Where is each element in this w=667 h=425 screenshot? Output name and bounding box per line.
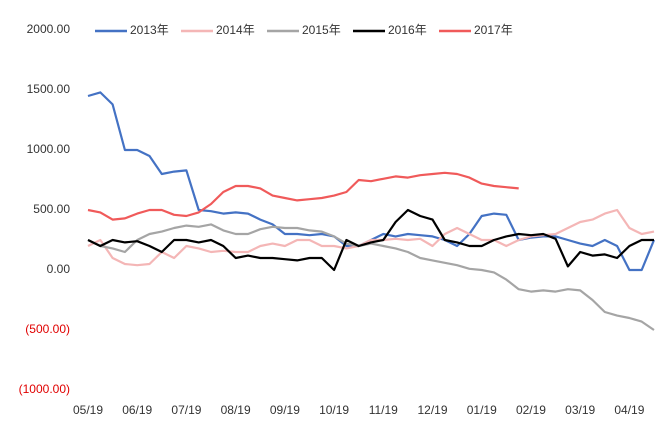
legend-label: 2015年: [302, 23, 341, 37]
y-tick-label: 0.00: [47, 262, 71, 276]
x-tick-label: 03/19: [565, 403, 595, 417]
x-tick-label: 10/19: [319, 403, 349, 417]
x-tick-label: 02/19: [516, 403, 546, 417]
legend-label: 2017年: [474, 23, 513, 37]
y-tick-label: 1500.00: [27, 82, 71, 96]
series-line: [87, 208, 654, 272]
legend-label: 2014年: [216, 23, 255, 37]
x-tick-label: 08/19: [221, 403, 251, 417]
x-tick-label: 07/19: [171, 403, 201, 417]
y-tick-label: 1000.00: [27, 142, 71, 156]
legend-label: 2016年: [388, 23, 427, 37]
y-tick-label: (1000.00): [19, 382, 70, 396]
x-tick-label: 01/19: [467, 403, 497, 417]
x-tick-label: 11/19: [369, 403, 398, 417]
series-line: [87, 208, 655, 267]
legend-label: 2013年: [130, 23, 169, 37]
y-tick-label: 500.00: [33, 202, 70, 216]
series-line: [87, 171, 519, 221]
x-tick-label: 06/19: [122, 403, 152, 417]
x-tick-label: 09/19: [270, 403, 300, 417]
y-tick-label: (500.00): [25, 322, 70, 336]
series-line: [87, 223, 655, 331]
x-tick-label: 04/19: [614, 403, 644, 417]
x-tick-label: 05/19: [73, 403, 103, 417]
y-tick-label: 2000.00: [27, 22, 71, 36]
x-tick-label: 12/19: [418, 403, 448, 417]
